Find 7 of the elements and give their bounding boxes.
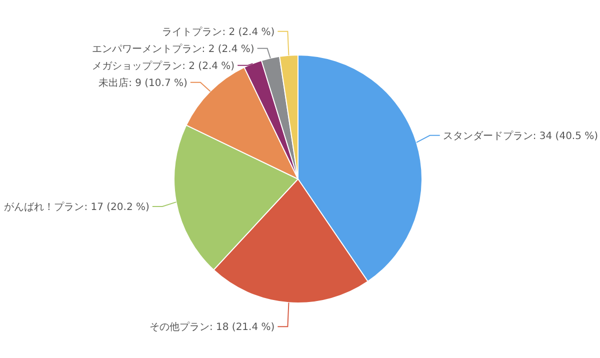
slice-label: ライトプラン: 2 (2.4 %) — [162, 26, 275, 38]
slice-label: その他プラン: 18 (21.4 %) — [149, 321, 275, 334]
slice-label: エンパワーメントプラン: 2 (2.4 %) — [92, 42, 254, 55]
slice-label: スタンダードプラン: 34 (40.5 %) — [442, 130, 598, 142]
slice-label: がんばれ！プラン: 17 (20.2 %) — [4, 201, 150, 214]
slice-label: 未出店: 9 (10.7 %) — [98, 76, 188, 89]
slice-label: メガショッププラン: 2 (2.4 %) — [92, 60, 235, 72]
